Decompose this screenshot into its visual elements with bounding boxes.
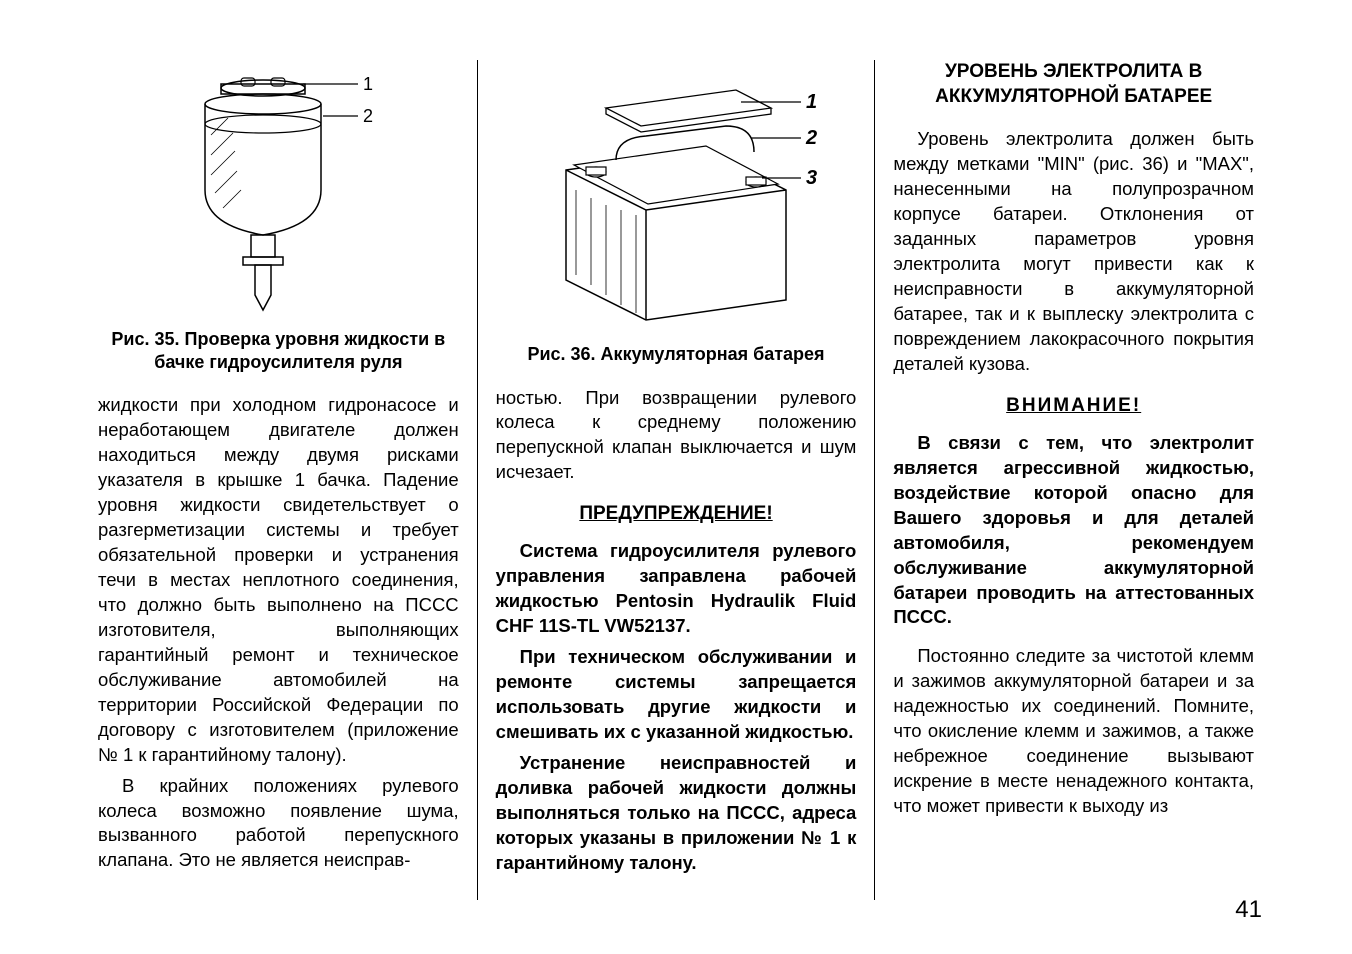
col2-warn1: Система гидроусилителя рулевого управлен…: [496, 539, 857, 639]
callout-1: 1: [363, 74, 373, 94]
column-1: 1 2 Рис. 35. Проверка уровня жидкости в …: [80, 60, 478, 900]
battery-diagram: 1 2 3: [526, 60, 826, 335]
col2-warn3: Устранение неисправностей и доливка рабо…: [496, 751, 857, 876]
col3-attn1: В связи с тем, что электролит является а…: [893, 431, 1254, 631]
figure-35: 1 2: [98, 60, 459, 320]
callout-3: 3: [806, 167, 817, 189]
callout-1: 1: [806, 91, 817, 113]
page-content: 1 2 Рис. 35. Проверка уровня жидкости в …: [80, 60, 1272, 900]
col3-para2: Постоянно следите за чистотой клемм и за…: [893, 644, 1254, 819]
col2-warn2: При техническом обслуживании и ремонте с…: [496, 645, 857, 745]
col3-para1: Уровень электролита должен быть между ме…: [893, 127, 1254, 377]
figure-36-caption: Рис. 36. Аккумуляторная батарея: [496, 343, 857, 366]
reservoir-diagram: 1 2: [163, 60, 393, 320]
callout-2: 2: [805, 127, 817, 149]
col1-para2: В крайних положениях рулевого колеса воз…: [98, 774, 459, 874]
column-2: 1 2 3 Рис. 36. Аккумуляторная батарея но…: [478, 60, 876, 900]
col2-para1: ностью. При возвращении рулевого колеса …: [496, 386, 857, 486]
attention-heading: ВНИМАНИЕ!: [893, 393, 1254, 419]
warning-heading: ПРЕДУПРЕЖДЕНИЕ!: [496, 501, 857, 527]
column-3: УРОВЕНЬ ЭЛЕКТРОЛИТА В АККУМУЛЯТОРНОЙ БАТ…: [875, 60, 1272, 900]
callout-2: 2: [363, 106, 373, 126]
figure-35-caption: Рис. 35. Проверка уровня жидкости в бачк…: [98, 328, 459, 373]
col1-para1: жидкости при холодном гидронасосе и нера…: [98, 393, 459, 768]
page-number: 41: [1235, 896, 1262, 924]
figure-36: 1 2 3: [496, 60, 857, 335]
section-title: УРОВЕНЬ ЭЛЕКТРОЛИТА В АККУМУЛЯТОРНОЙ БАТ…: [893, 60, 1254, 109]
